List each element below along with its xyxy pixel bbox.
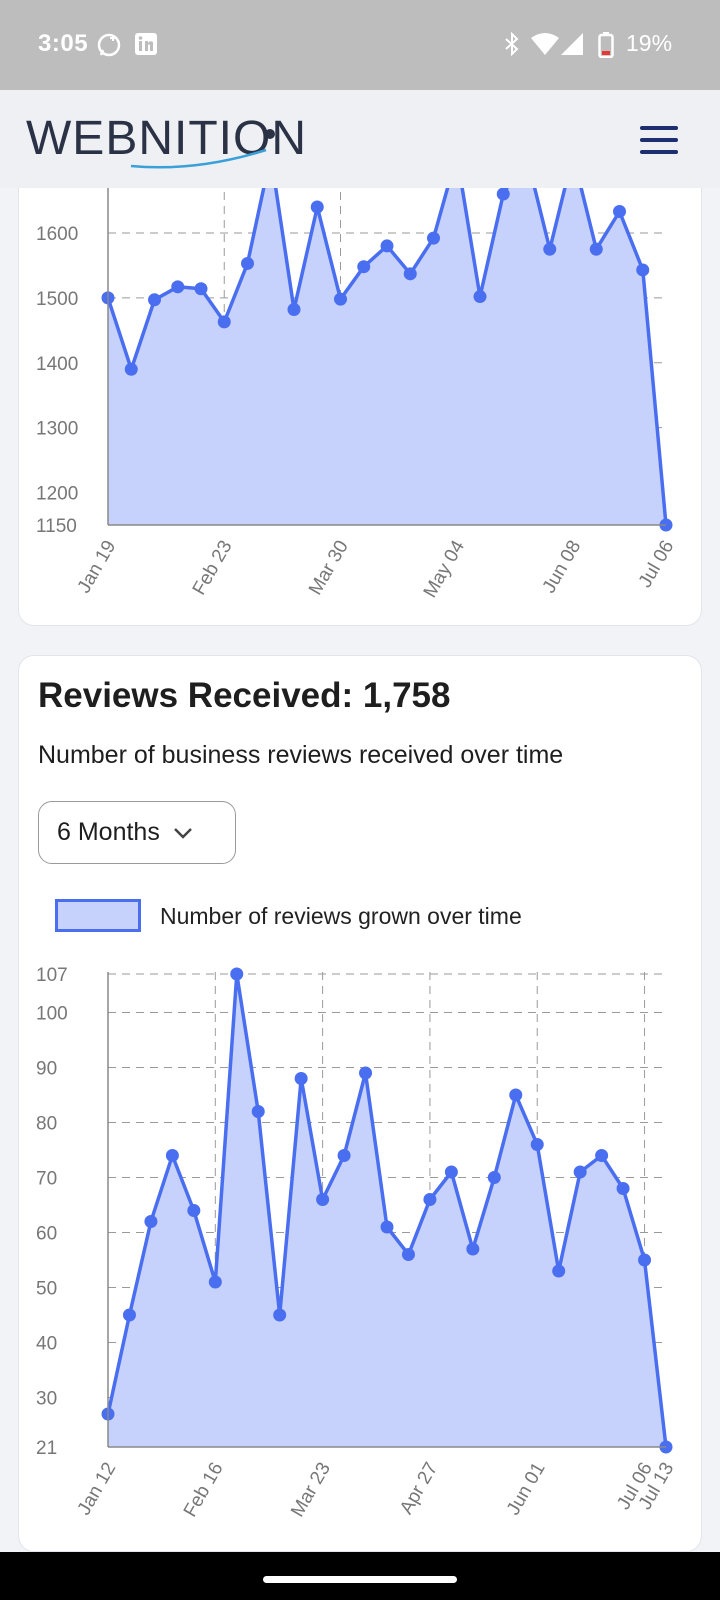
y-tick-label: 100 xyxy=(36,1004,68,1025)
y-tick-label: 30 xyxy=(36,1389,57,1410)
data-point xyxy=(530,1138,544,1151)
data-point xyxy=(444,1165,458,1179)
data-point xyxy=(543,242,557,256)
whatsapp-icon xyxy=(97,33,121,57)
data-point xyxy=(124,362,138,376)
data-point xyxy=(273,1308,287,1322)
time-range-select[interactable]: 6 Months xyxy=(38,801,236,864)
y-tick-label: 90 xyxy=(36,1059,57,1080)
data-point xyxy=(595,1149,609,1162)
data-point xyxy=(144,1215,158,1228)
y-tick-label: 80 xyxy=(36,1114,57,1135)
legend-label: Number of reviews grown over time xyxy=(160,903,522,929)
data-point xyxy=(487,1171,501,1184)
home-gesture-pill[interactable] xyxy=(263,1576,457,1583)
x-tick-label: Mar 23 xyxy=(287,1459,335,1521)
x-tick-label: Apr 27 xyxy=(396,1459,442,1518)
data-point xyxy=(616,1182,630,1195)
y-tick-label: 1400 xyxy=(36,354,78,375)
logo-graphic: WEBNITION xyxy=(26,112,307,169)
data-point xyxy=(217,315,231,329)
data-point xyxy=(122,1308,136,1322)
battery-percent: 19% xyxy=(626,30,673,56)
y-tick-label: 21 xyxy=(36,1438,57,1459)
y-tick-label: 1600 xyxy=(36,224,78,245)
legend-swatch[interactable] xyxy=(55,899,141,932)
y-tick-label: 1500 xyxy=(36,289,78,310)
chevron-down-icon xyxy=(173,827,192,839)
plot-area: 21 30 40 50 60 70 80 90 100 107 Jan 12 Feb 16 Mar 23… xyxy=(36,965,678,1521)
data-point xyxy=(589,242,603,256)
data-point xyxy=(380,1220,394,1234)
y-tick-label: 40 xyxy=(36,1334,57,1355)
chart-2: 21 30 40 50 60 70 80 90 100 107 Jan 12 Feb 16 Mar 23… xyxy=(36,965,678,1521)
area-fill xyxy=(108,155,666,525)
data-point xyxy=(241,256,254,270)
webnition-logo[interactable]: WEBNITION xyxy=(26,110,326,175)
data-point xyxy=(423,1193,437,1206)
data-point xyxy=(401,1248,415,1261)
data-point xyxy=(466,1242,480,1256)
y-tick-label: 50 xyxy=(36,1279,57,1300)
data-point xyxy=(334,292,347,306)
reviews-subtitle: Number of business reviews received over… xyxy=(38,741,564,769)
data-point xyxy=(357,260,371,274)
data-point xyxy=(165,1149,179,1162)
data-point xyxy=(552,1264,566,1278)
data-point xyxy=(171,280,185,294)
app-header: WEBNITION xyxy=(0,90,720,188)
data-point xyxy=(187,1204,201,1217)
data-point xyxy=(310,200,324,214)
status-time: 3:05 xyxy=(38,30,89,57)
data-point xyxy=(316,1193,330,1206)
reviews-title: Reviews Received: 1,758 xyxy=(38,676,451,715)
cell-signal-icon xyxy=(561,33,583,55)
area-fill xyxy=(108,974,666,1447)
y-tick-label: 107 xyxy=(36,965,68,986)
data-point xyxy=(380,239,394,253)
data-point xyxy=(208,1275,222,1289)
x-tick-label: Jun 01 xyxy=(503,1459,550,1519)
data-point xyxy=(613,205,626,219)
data-point xyxy=(473,290,487,304)
data-point xyxy=(509,1088,523,1102)
data-point xyxy=(638,1253,652,1267)
data-point xyxy=(359,1066,373,1080)
y-tick-label: 60 xyxy=(36,1224,57,1245)
data-point xyxy=(148,293,161,307)
status-bar: 3:05 19% xyxy=(0,0,720,90)
data-point xyxy=(287,303,301,317)
logo-text: WEBNITION xyxy=(26,112,307,165)
data-point xyxy=(636,263,650,277)
data-point xyxy=(294,1072,308,1085)
battery-icon xyxy=(598,32,614,58)
y-tick-label: 1200 xyxy=(36,484,78,505)
data-point xyxy=(496,187,510,201)
data-point xyxy=(194,282,208,296)
time-range-value: 6 Months xyxy=(57,818,160,846)
x-tick-label: Feb 16 xyxy=(180,1459,228,1521)
data-point xyxy=(337,1149,351,1162)
data-point xyxy=(403,267,417,281)
y-tick-label: 70 xyxy=(36,1169,57,1190)
y-tick-label: 1300 xyxy=(36,419,78,440)
data-point xyxy=(427,231,440,245)
wifi-icon xyxy=(531,33,559,55)
y-tick-label: 1150 xyxy=(36,516,77,537)
data-point xyxy=(573,1165,587,1179)
bluetooth-icon xyxy=(505,32,519,56)
data-point xyxy=(251,1105,265,1118)
data-point xyxy=(230,967,244,981)
hamburger-menu-icon[interactable] xyxy=(640,126,678,154)
linkedin-icon xyxy=(135,33,157,55)
x-tick-label: Jan 12 xyxy=(74,1459,121,1519)
